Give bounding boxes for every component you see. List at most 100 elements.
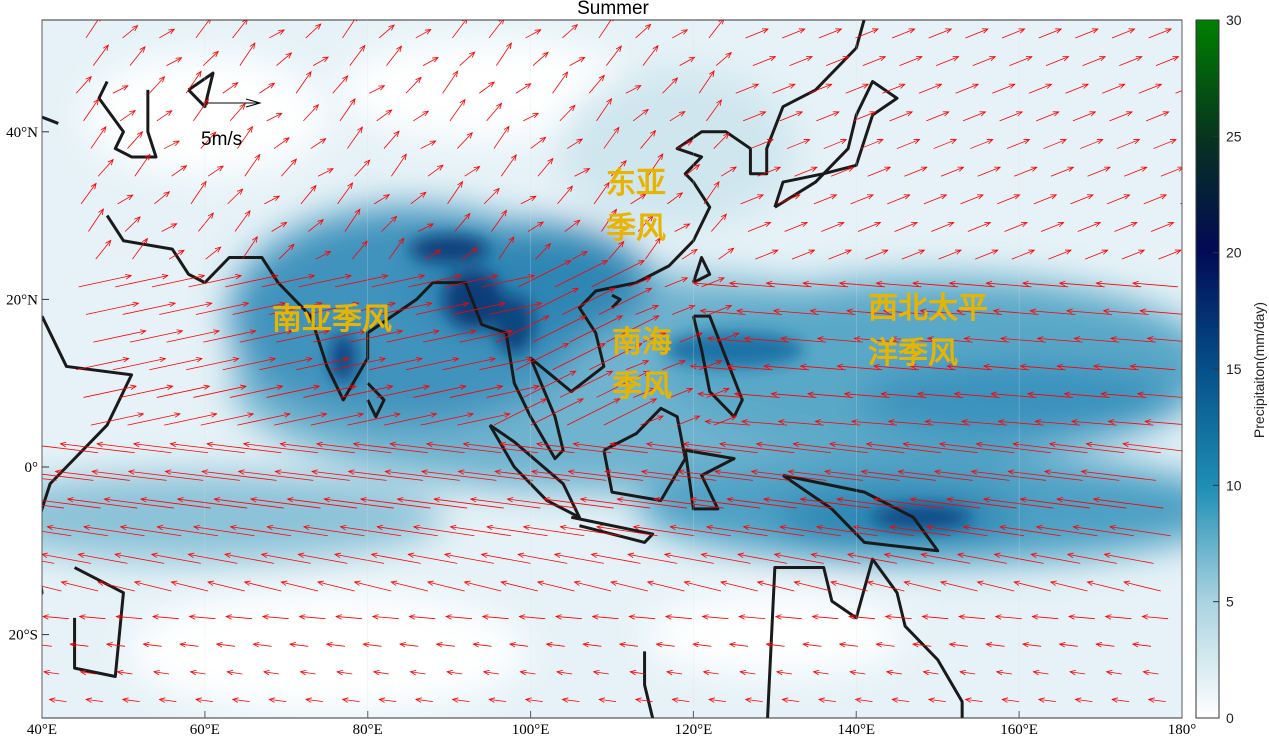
wind-vector <box>205 20 211 24</box>
wind-vector <box>133 580 141 586</box>
wind-vector <box>613 398 621 404</box>
wind-vector <box>583 168 591 174</box>
wind-vector <box>192 524 200 531</box>
wind-vector <box>1025 56 1033 62</box>
wind-vector <box>964 697 972 703</box>
wind-vector <box>1036 336 1044 342</box>
wind-vector <box>354 208 361 216</box>
wind-vector <box>1169 139 1177 145</box>
wind-vector <box>503 412 511 418</box>
wind-vector <box>100 125 107 133</box>
wind-vector <box>213 497 221 503</box>
wind-vector <box>779 524 787 531</box>
colorbar-tick: 25 <box>1226 128 1242 144</box>
wind-vector <box>652 497 660 503</box>
wind-vector <box>1058 280 1066 287</box>
wind-vector <box>645 287 653 294</box>
wind-vector <box>874 222 882 228</box>
wind-vector <box>1095 642 1103 648</box>
wind-vector <box>510 154 517 161</box>
wind-vector <box>214 246 222 253</box>
wind-vector <box>169 441 177 448</box>
wind-vector <box>1101 249 1109 255</box>
wind-vector <box>261 614 269 620</box>
wind-vector <box>627 552 635 559</box>
wind-vector <box>378 697 386 703</box>
wind-vector <box>312 103 320 111</box>
wind-vector <box>1063 391 1071 397</box>
wind-vector <box>252 235 258 243</box>
wind-vector <box>389 301 396 308</box>
wind-vector <box>327 168 334 174</box>
wind-vector <box>1001 697 1009 703</box>
wind-vector <box>482 669 490 676</box>
wind-vector <box>539 136 547 143</box>
wind-vector <box>283 412 291 418</box>
wind-vector <box>610 580 618 586</box>
wind-vector <box>231 82 239 88</box>
wind-vector <box>158 697 166 703</box>
wind-vector <box>229 524 237 531</box>
wind-vector <box>733 391 741 397</box>
wind-vector <box>396 497 404 503</box>
wind-vector <box>132 441 140 448</box>
wind-vector <box>242 20 248 25</box>
wind-vector <box>1012 441 1020 448</box>
wind-vector <box>872 497 880 503</box>
wind-vector <box>288 243 295 250</box>
wind-vector <box>656 415 664 421</box>
wind-vector <box>252 642 260 648</box>
wind-vector <box>938 441 946 448</box>
wind-vector <box>1130 222 1138 228</box>
wind-vector <box>1069 669 1076 676</box>
wind-vector <box>970 469 978 475</box>
wind-vector <box>569 104 576 112</box>
wind-vector <box>462 441 470 448</box>
colorbar-tick: 10 <box>1226 477 1242 493</box>
wind-vector <box>320 412 328 418</box>
wind-vector <box>180 165 188 172</box>
wind-vector <box>213 329 221 335</box>
wind-vector <box>723 132 730 140</box>
wind-vector <box>126 194 134 201</box>
wind-vector <box>927 697 935 703</box>
wind-vector <box>799 363 807 370</box>
wind-vector <box>452 357 460 363</box>
wind-vector <box>236 188 244 195</box>
wind-vector <box>902 441 910 448</box>
wind-vector <box>573 219 581 226</box>
wind-vector <box>425 301 433 308</box>
wind-vector <box>443 552 451 559</box>
wind-vector <box>849 669 857 676</box>
wind-vector <box>909 363 917 370</box>
wind-vector <box>1092 363 1100 370</box>
wind-vector <box>963 336 971 342</box>
wind-vector <box>643 370 650 377</box>
wind-vector <box>433 497 441 503</box>
wind-vector <box>985 642 993 648</box>
wind-vector <box>912 280 919 287</box>
wind-vector <box>1102 308 1110 314</box>
wind-vector <box>493 187 500 195</box>
wind-vector <box>488 81 496 88</box>
wind-vector <box>663 552 671 559</box>
wind-vector <box>762 28 769 34</box>
wind-vector <box>848 614 855 620</box>
wind-vector <box>942 111 950 117</box>
wind-vector <box>838 280 846 287</box>
wind-vector <box>311 469 318 475</box>
wind-vector <box>737 552 745 559</box>
x-tick-label: 180° <box>1168 722 1197 736</box>
wind-vector <box>959 669 967 676</box>
wind-vector <box>566 185 574 192</box>
wind-vector <box>1067 166 1075 172</box>
wind-vector <box>836 497 844 503</box>
wind-vector <box>646 580 654 586</box>
wind-vector <box>924 419 932 425</box>
wind-vector <box>189 669 197 676</box>
wind-vector <box>852 524 860 531</box>
wind-vector <box>42 614 49 620</box>
wind-vector <box>618 240 625 248</box>
colorbar-tick: 5 <box>1226 594 1234 610</box>
wind-vector <box>634 85 642 91</box>
